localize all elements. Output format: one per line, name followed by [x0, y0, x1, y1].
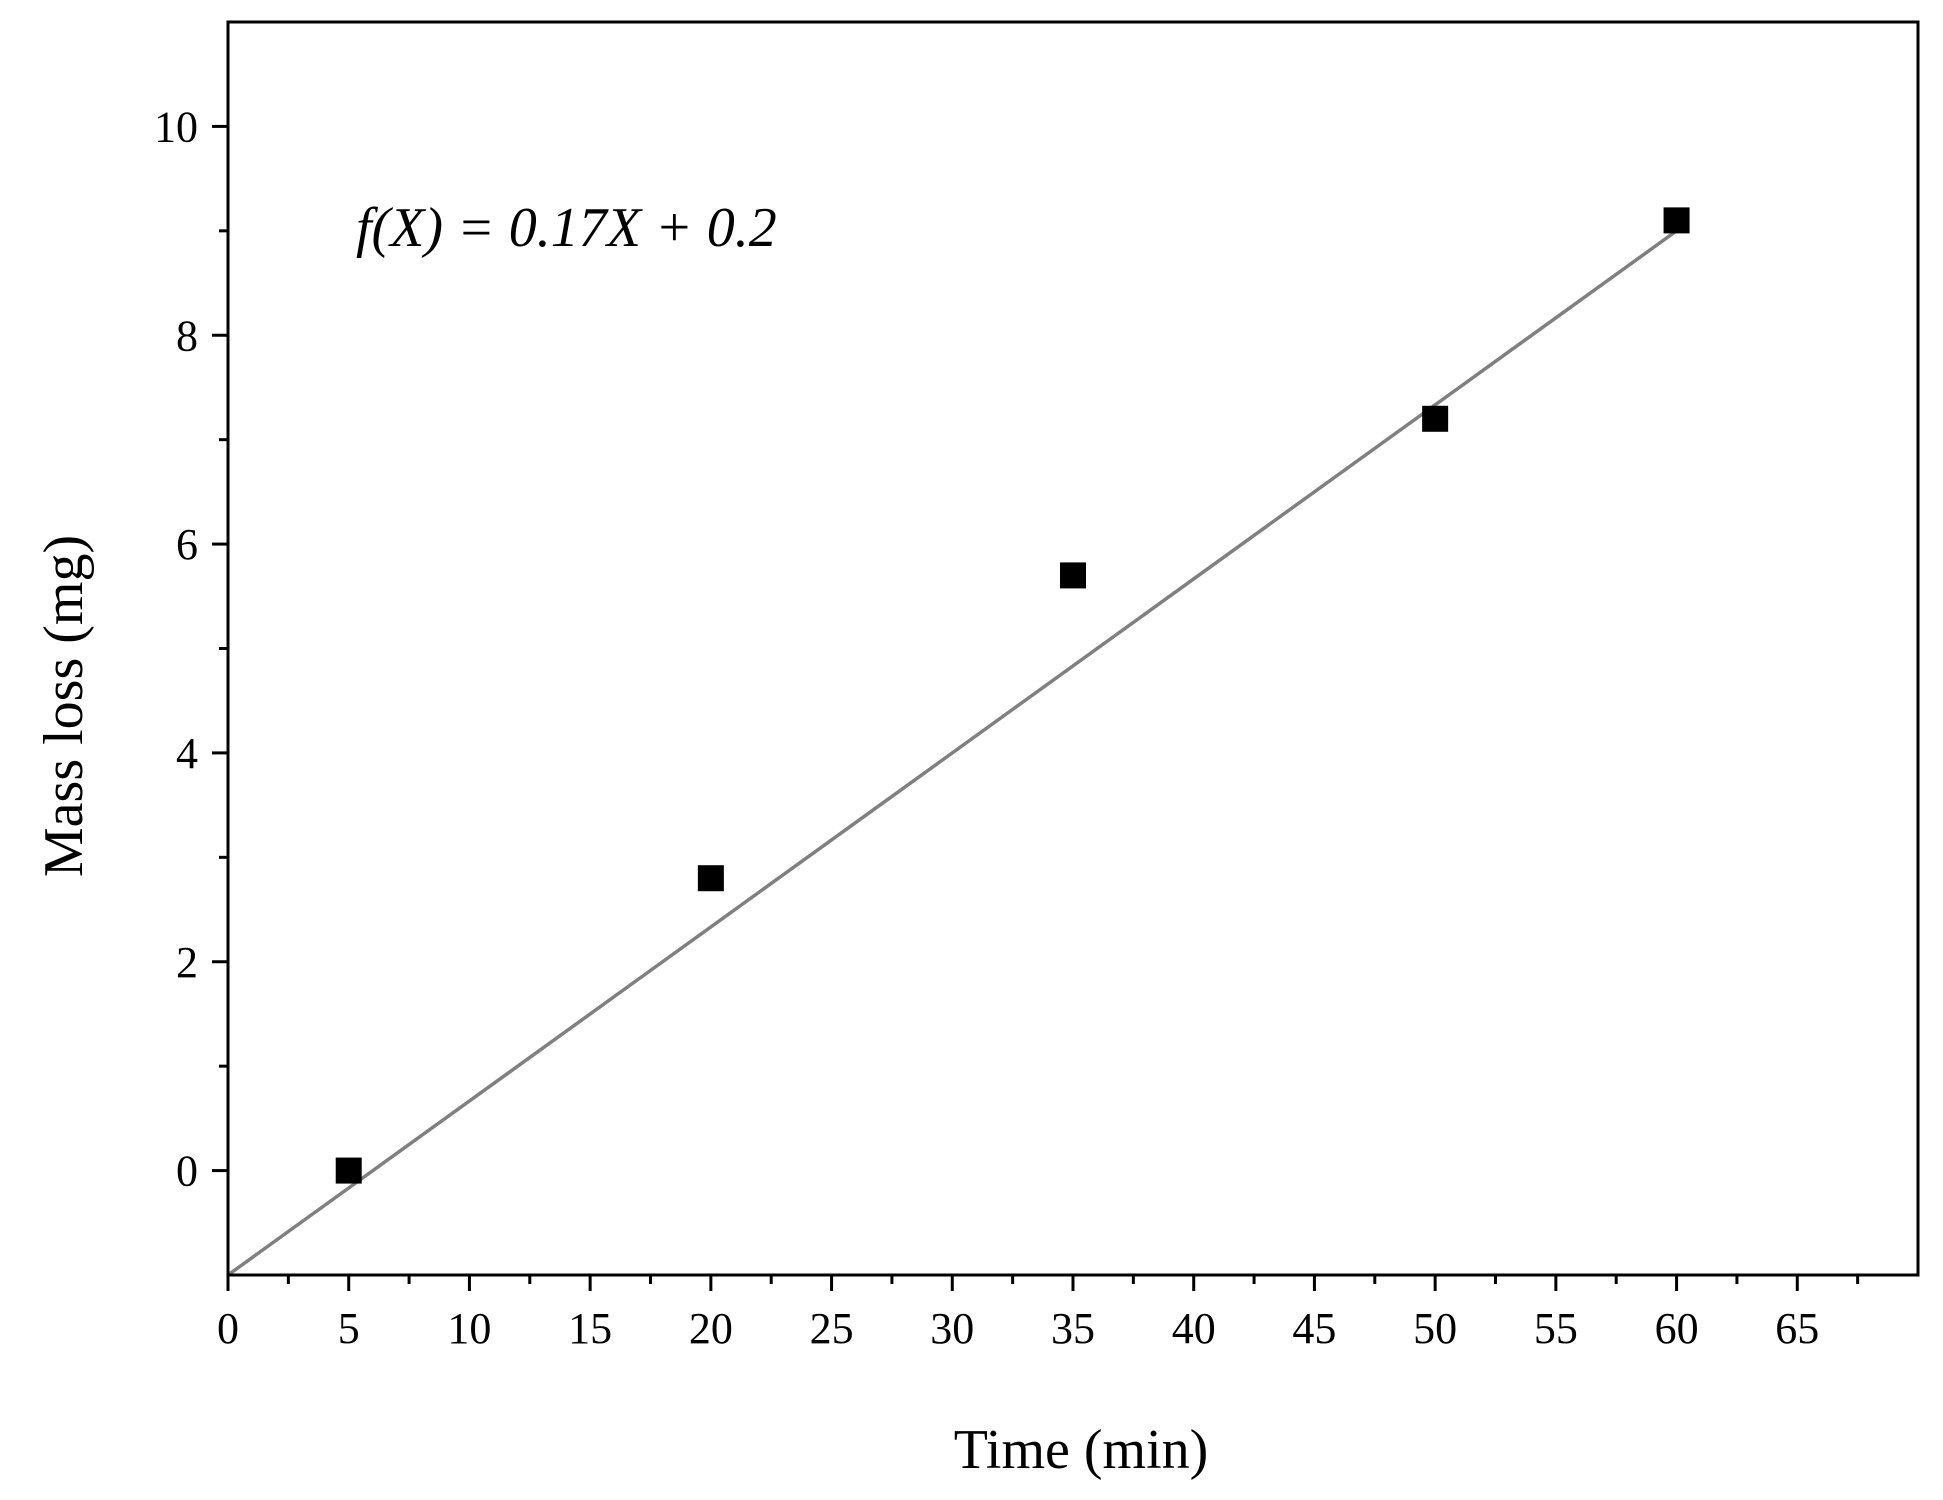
data-point: [1663, 207, 1690, 234]
data-points: [335, 207, 1690, 1184]
data-point: [1060, 562, 1086, 589]
x-tick-label: 40: [1172, 1304, 1216, 1353]
y-tick-label: 10: [154, 102, 198, 151]
x-tick-label: 10: [447, 1304, 491, 1353]
x-tick-label: 5: [338, 1304, 360, 1353]
x-tick-label: 0: [217, 1304, 239, 1353]
fit-line: [226, 229, 1678, 1277]
y-tick-label: 8: [176, 311, 198, 360]
fit-equation-annotation: f(X) = 0.17X + 0.2: [356, 197, 777, 259]
x-tick-label: 65: [1775, 1304, 1819, 1353]
y-tick-label: 2: [176, 938, 198, 987]
x-tick-label: 35: [1051, 1304, 1095, 1353]
x-tick-label: 30: [930, 1304, 974, 1353]
fit-line-layer: [226, 229, 1678, 1277]
x-tick-label: 15: [568, 1304, 612, 1353]
x-tick-label: 25: [810, 1304, 854, 1353]
y-axis-title: Mass loss (mg): [33, 535, 95, 877]
x-tick-label: 45: [1292, 1304, 1336, 1353]
x-tick-label: 60: [1655, 1304, 1699, 1353]
x-tick-label: 55: [1534, 1304, 1578, 1353]
y-tick-label: 0: [176, 1147, 198, 1196]
data-point: [697, 865, 724, 892]
y-tick-label: 4: [176, 729, 198, 778]
x-tick-label: 20: [689, 1304, 733, 1353]
x-axis-title: Time (min): [954, 1419, 1209, 1481]
x-tick-label: 50: [1413, 1304, 1457, 1353]
tick-labels: 0 5 10 15 20 25 30 35 40 45 50 55 60 65 0 2 4 6 8 10: [154, 102, 1819, 1353]
ticks: [212, 124, 1860, 1291]
y-tick-label: 6: [176, 520, 198, 569]
data-point: [335, 1157, 362, 1184]
data-point: [1422, 405, 1449, 432]
